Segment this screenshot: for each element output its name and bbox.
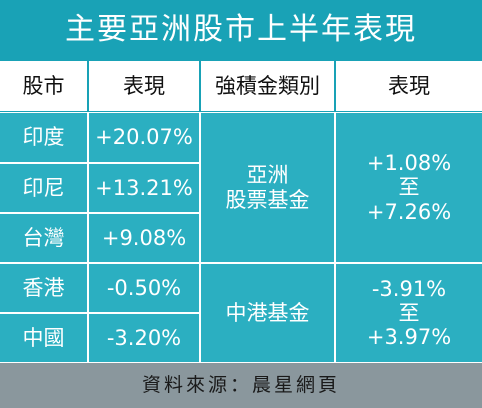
text: 中港基金 [225,300,310,325]
header-cell: 表現 [89,61,199,111]
market-cell: 台灣 [0,214,87,262]
text: -0.50% [106,275,182,300]
text: 印尼 [22,175,65,200]
text: 資料來源：晨星網頁 [141,373,340,396]
performance-cell: +13.21% [89,164,199,212]
performance-cell: +20.07% [89,113,199,162]
text: -3.20% [106,325,182,350]
text: 股市 [22,73,65,98]
text: 台灣 [22,225,65,250]
text: 香港 [22,275,65,300]
fund-range-cell: -3.91% 至 +3.97% [336,264,482,362]
text: 中國 [22,325,65,350]
market-cell: 中國 [0,314,87,362]
text: 主要亞洲股市上半年表現 [65,12,417,48]
header-cell: 強積金類別 [201,61,334,111]
text: +9.08% [101,225,187,250]
text: 股票基金 [225,187,310,212]
text: +1.08% [366,151,452,176]
text: 表現 [388,73,430,98]
fund-name-cell: 中港基金 [201,264,334,362]
text: 印度 [22,125,65,150]
market-cell: 印尼 [0,164,87,212]
performance-cell: -0.50% [89,264,199,312]
text: +13.21% [95,175,193,200]
text: 至 [398,300,420,325]
text: +20.07% [95,125,193,150]
text: 表現 [123,73,165,98]
header-cell: 表現 [336,61,482,111]
performance-cell: -3.20% [89,314,199,362]
text: -3.91% [371,276,447,301]
text: 亞洲 [246,163,289,188]
fund-name-cell: 亞洲 股票基金 [201,113,334,262]
title-bar: 主要亞洲股市上半年表現 [0,0,482,61]
performance-cell: +9.08% [89,214,199,262]
text: 至 [398,175,420,200]
text: 強積金類別 [215,73,320,98]
source-bar: 資料來源：晨星網頁 [0,363,482,408]
fund-range-cell: +1.08% 至 +7.26% [336,113,482,262]
market-cell: 香港 [0,264,87,312]
text: +3.97% [366,325,452,350]
text: +7.26% [366,199,452,224]
market-cell: 印度 [0,113,87,162]
header-cell: 股市 [0,61,87,111]
